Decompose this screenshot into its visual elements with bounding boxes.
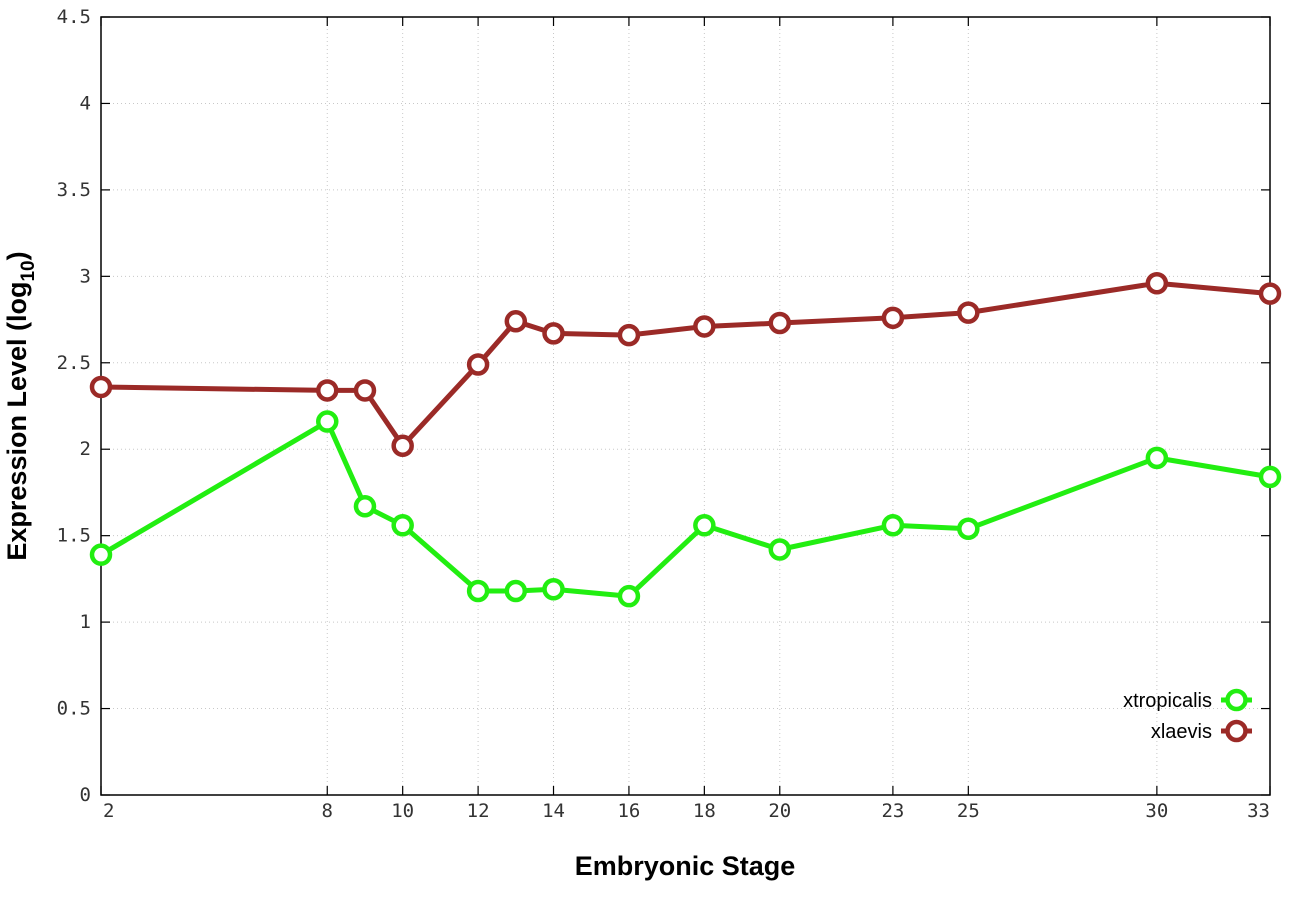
- series-line-xlaevis: [100, 280, 1271, 449]
- data-point-xtropicalis: [693, 514, 716, 537]
- legend-marker: [1225, 688, 1248, 712]
- data-point-xlaevis: [881, 306, 905, 330]
- x-tick-label: 30: [1145, 800, 1168, 822]
- data-point-xlaevis: [504, 310, 528, 333]
- x-tick-label: 20: [768, 800, 791, 822]
- x-tick-label: 16: [617, 800, 640, 822]
- data-point-xlaevis: [353, 379, 377, 402]
- data-point-xtropicalis: [391, 514, 414, 537]
- data-point-xtropicalis: [89, 543, 113, 566]
- data-point-xlaevis: [1145, 271, 1169, 295]
- x-tick-label: 14: [542, 800, 565, 822]
- x-axis-title: Embryonic Stage: [575, 851, 796, 881]
- y-axis-title: Expression Level (log10): [2, 251, 39, 560]
- y-tick-label: 0: [80, 784, 91, 806]
- data-point-xlaevis: [1258, 282, 1282, 305]
- legend-label: xlaevis: [1151, 721, 1212, 743]
- x-tick-label: 12: [467, 800, 490, 822]
- plot-frame: [100, 16, 1271, 796]
- data-point-xtropicalis: [617, 584, 641, 608]
- y-tick-label: 1.5: [57, 525, 91, 547]
- x-tick-label: 8: [322, 800, 333, 822]
- y-tick-label: 4.5: [57, 6, 91, 28]
- x-tick-label: 10: [391, 800, 414, 822]
- data-point-xlaevis: [617, 323, 641, 347]
- data-point-xtropicalis: [504, 579, 528, 603]
- data-point-xlaevis: [89, 375, 113, 399]
- data-point-xlaevis: [693, 315, 716, 338]
- y-axis-title-close: ): [2, 251, 32, 260]
- x-tick-label: 2: [103, 800, 114, 822]
- data-point-xtropicalis: [1258, 465, 1282, 489]
- data-point-xtropicalis: [768, 538, 792, 561]
- data-point-xlaevis: [316, 379, 339, 402]
- data-point-xtropicalis: [957, 517, 980, 541]
- data-point-xtropicalis: [1145, 446, 1169, 470]
- x-tick-label: 18: [693, 800, 716, 822]
- grid-lines: [101, 17, 1270, 795]
- data-point-xtropicalis: [881, 514, 905, 537]
- x-tick-label: 25: [957, 800, 980, 822]
- data-point-xtropicalis: [353, 495, 377, 518]
- data-point-xtropicalis: [466, 579, 490, 603]
- data-point-xlaevis: [542, 322, 565, 345]
- data-point-xlaevis: [391, 434, 414, 458]
- x-tick-label: 23: [881, 800, 904, 822]
- series-lines: [89, 271, 1282, 608]
- y-tick-label: 2: [80, 438, 91, 460]
- y-axis-title-subscript: 10: [18, 260, 39, 281]
- y-tick-label: 0.5: [57, 698, 91, 720]
- y-tick-label: 3.5: [57, 179, 91, 201]
- x-tick-label: 33: [1247, 800, 1270, 822]
- y-axis-title-main: Expression Level (log: [2, 282, 32, 561]
- series-line-xtropicalis: [99, 419, 1271, 599]
- data-point-xlaevis: [466, 353, 490, 376]
- legend-marker: [1225, 719, 1248, 743]
- y-tick-label: 1: [80, 611, 91, 633]
- y-tick-label: 3: [80, 265, 91, 287]
- legend-label: xtropicalis: [1123, 690, 1212, 712]
- y-tick-label: 4: [80, 92, 91, 114]
- y-tick-label: 2.5: [57, 352, 91, 374]
- legend: xtropicalis xlaevis: [1123, 688, 1252, 743]
- data-point-xtropicalis: [316, 410, 339, 433]
- data-point-xlaevis: [768, 311, 792, 335]
- data-point-xlaevis: [957, 301, 980, 324]
- axes: 0 0.5 1 1.5 2 2.5 3 3.5 4 4.5 2 8 10 12 14 16 18 20 23 25 30…: [57, 6, 1271, 822]
- data-point-xtropicalis: [542, 578, 565, 601]
